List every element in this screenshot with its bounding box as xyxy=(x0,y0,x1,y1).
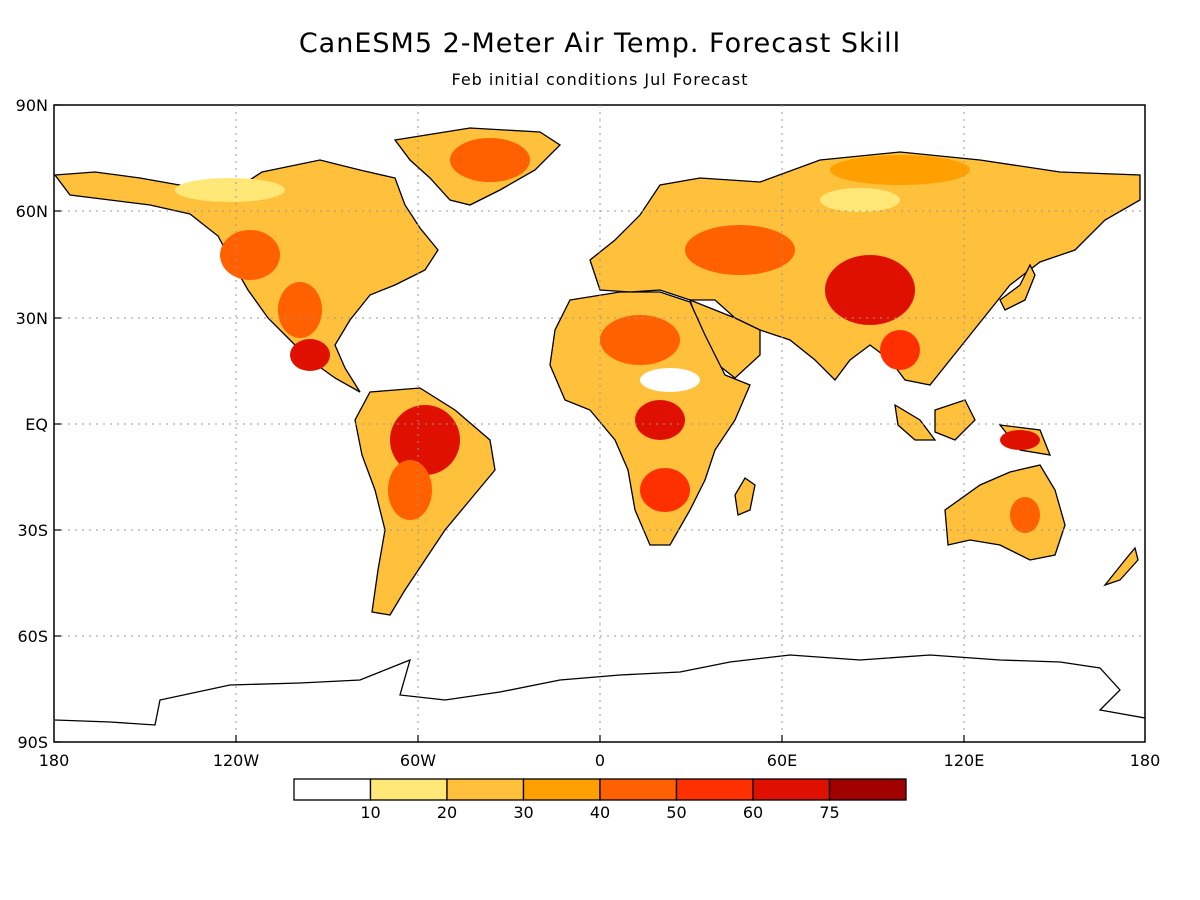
lon-label: 180 xyxy=(39,751,70,770)
colorbar-label: 75 xyxy=(819,803,839,822)
lat-label: EQ xyxy=(25,415,48,434)
colorbar-swatch xyxy=(752,778,831,801)
lon-label: 180 xyxy=(1130,751,1161,770)
colorbar-swatch xyxy=(293,778,372,801)
lat-label: 30N xyxy=(16,309,48,328)
japan xyxy=(999,263,1036,311)
lon-label: 120E xyxy=(944,751,985,770)
colorbar-label: 50 xyxy=(666,803,686,822)
colorbar-label: 60 xyxy=(743,803,763,822)
longitude-labels: 180 120W 60W 0 60E 120E 180 xyxy=(39,751,1161,770)
gridlines xyxy=(54,105,1145,742)
australia xyxy=(944,464,1066,561)
antarctica xyxy=(54,654,1146,726)
colorbar-label: 40 xyxy=(590,803,610,822)
lon-label: 60E xyxy=(767,751,797,770)
lat-label: 60N xyxy=(16,202,48,221)
colorbar: 10 20 30 40 50 60 75 xyxy=(293,778,907,822)
lat-label: 90N xyxy=(16,96,48,115)
colorbar-label: 30 xyxy=(513,803,533,822)
colorbar-swatch xyxy=(599,778,678,801)
lon-label: 0 xyxy=(595,751,605,770)
lat-label: 60S xyxy=(17,627,48,646)
colorbar-swatch xyxy=(522,778,601,801)
colorbar-label: 10 xyxy=(360,803,380,822)
latitude-labels: 90N 60N 30N EQ 30S 60S 90S xyxy=(16,96,48,752)
lon-label: 120W xyxy=(213,751,260,770)
map-subtitle: Feb initial conditions Jul Forecast xyxy=(451,70,749,89)
map-title: CanESM5 2-Meter Air Temp. Forecast Skill xyxy=(298,28,902,59)
colorbar-label: 20 xyxy=(437,803,457,822)
lat-label: 90S xyxy=(17,733,48,752)
colorbar-swatch xyxy=(675,778,754,801)
colorbar-swatch xyxy=(369,778,448,801)
colorbar-swatch xyxy=(828,778,907,801)
madagascar xyxy=(734,477,756,516)
colorbar-swatch xyxy=(446,778,525,801)
skill-hotspots xyxy=(175,138,1040,533)
lat-label: 30S xyxy=(17,521,48,540)
new-zealand xyxy=(1103,546,1139,587)
lon-label: 60W xyxy=(400,751,436,770)
tick-marks xyxy=(54,104,965,743)
